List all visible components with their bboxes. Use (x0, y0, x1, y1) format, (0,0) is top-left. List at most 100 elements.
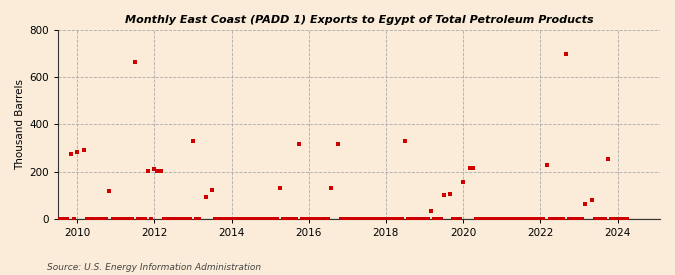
Point (252, 217, 263, 221)
Point (518, 217, 529, 221)
Point (387, 217, 398, 221)
Point (477, 217, 488, 221)
Point (432, 217, 443, 221)
Point (287, 217, 298, 221)
Point (525, 217, 536, 221)
Point (419, 217, 430, 221)
Point (82, 217, 92, 221)
Point (406, 217, 417, 221)
Point (558, 217, 568, 221)
Point (570, 217, 581, 221)
Point (210, 217, 221, 221)
Point (78, 148, 89, 152)
Point (574, 217, 585, 221)
Point (94, 217, 105, 221)
Point (348, 217, 359, 221)
Point (364, 217, 375, 221)
Point (149, 167, 160, 172)
Point (123, 217, 134, 221)
Point (416, 217, 427, 221)
Point (538, 217, 549, 221)
Point (493, 217, 504, 221)
Point (126, 217, 137, 221)
Point (426, 208, 437, 213)
Point (439, 193, 450, 197)
Point (374, 217, 385, 221)
Point (554, 217, 565, 221)
Point (609, 217, 620, 221)
Point (332, 142, 343, 146)
Point (394, 217, 404, 221)
Point (599, 217, 610, 221)
Point (291, 217, 302, 221)
Point (226, 217, 237, 221)
Title: Monthly East Coast (PADD 1) Exports to Egypt of Total Petroleum Products: Monthly East Coast (PADD 1) Exports to E… (125, 15, 593, 25)
Point (487, 217, 497, 221)
Point (593, 217, 603, 221)
Point (62, 217, 73, 221)
Point (458, 180, 468, 185)
Point (358, 217, 369, 221)
Point (184, 217, 195, 221)
Point (223, 217, 234, 221)
Point (390, 217, 401, 221)
Point (161, 217, 172, 221)
Point (480, 217, 491, 221)
Point (120, 217, 131, 221)
Point (294, 142, 304, 146)
Point (171, 217, 182, 221)
Point (98, 217, 109, 221)
Point (451, 217, 462, 221)
Point (551, 217, 562, 221)
Point (55, 217, 66, 221)
Point (65, 152, 76, 156)
Point (230, 217, 240, 221)
Point (412, 217, 423, 221)
Point (284, 217, 295, 221)
Point (547, 217, 558, 221)
Point (535, 217, 545, 221)
Point (130, 60, 140, 64)
Point (522, 217, 533, 221)
Point (397, 217, 408, 221)
Point (165, 217, 176, 221)
Point (448, 217, 459, 221)
Point (500, 217, 510, 221)
Point (107, 217, 118, 221)
Point (400, 139, 410, 144)
Point (371, 217, 381, 221)
Point (246, 217, 256, 221)
Point (139, 217, 150, 221)
Point (326, 186, 337, 191)
Point (181, 217, 192, 221)
Point (605, 217, 616, 221)
Point (306, 217, 317, 221)
Point (483, 217, 494, 221)
Point (84, 217, 95, 221)
Point (190, 217, 201, 221)
Point (297, 217, 308, 221)
Point (303, 217, 314, 221)
Point (188, 139, 198, 144)
Point (207, 188, 217, 192)
Point (445, 192, 456, 196)
Point (219, 217, 230, 221)
Point (339, 217, 350, 221)
Point (622, 217, 632, 221)
Point (464, 166, 475, 170)
Point (72, 149, 82, 154)
Point (310, 217, 321, 221)
Point (615, 217, 626, 221)
Point (323, 217, 333, 221)
Point (429, 217, 439, 221)
Point (175, 217, 186, 221)
Point (410, 217, 421, 221)
Point (213, 217, 224, 221)
Point (133, 217, 144, 221)
Point (403, 217, 414, 221)
Point (200, 194, 211, 199)
Point (178, 217, 189, 221)
Text: Source: U.S. Energy Information Administration: Source: U.S. Energy Information Administ… (47, 263, 261, 272)
Y-axis label: Thousand Barrels: Thousand Barrels (15, 79, 25, 170)
Point (136, 217, 147, 221)
